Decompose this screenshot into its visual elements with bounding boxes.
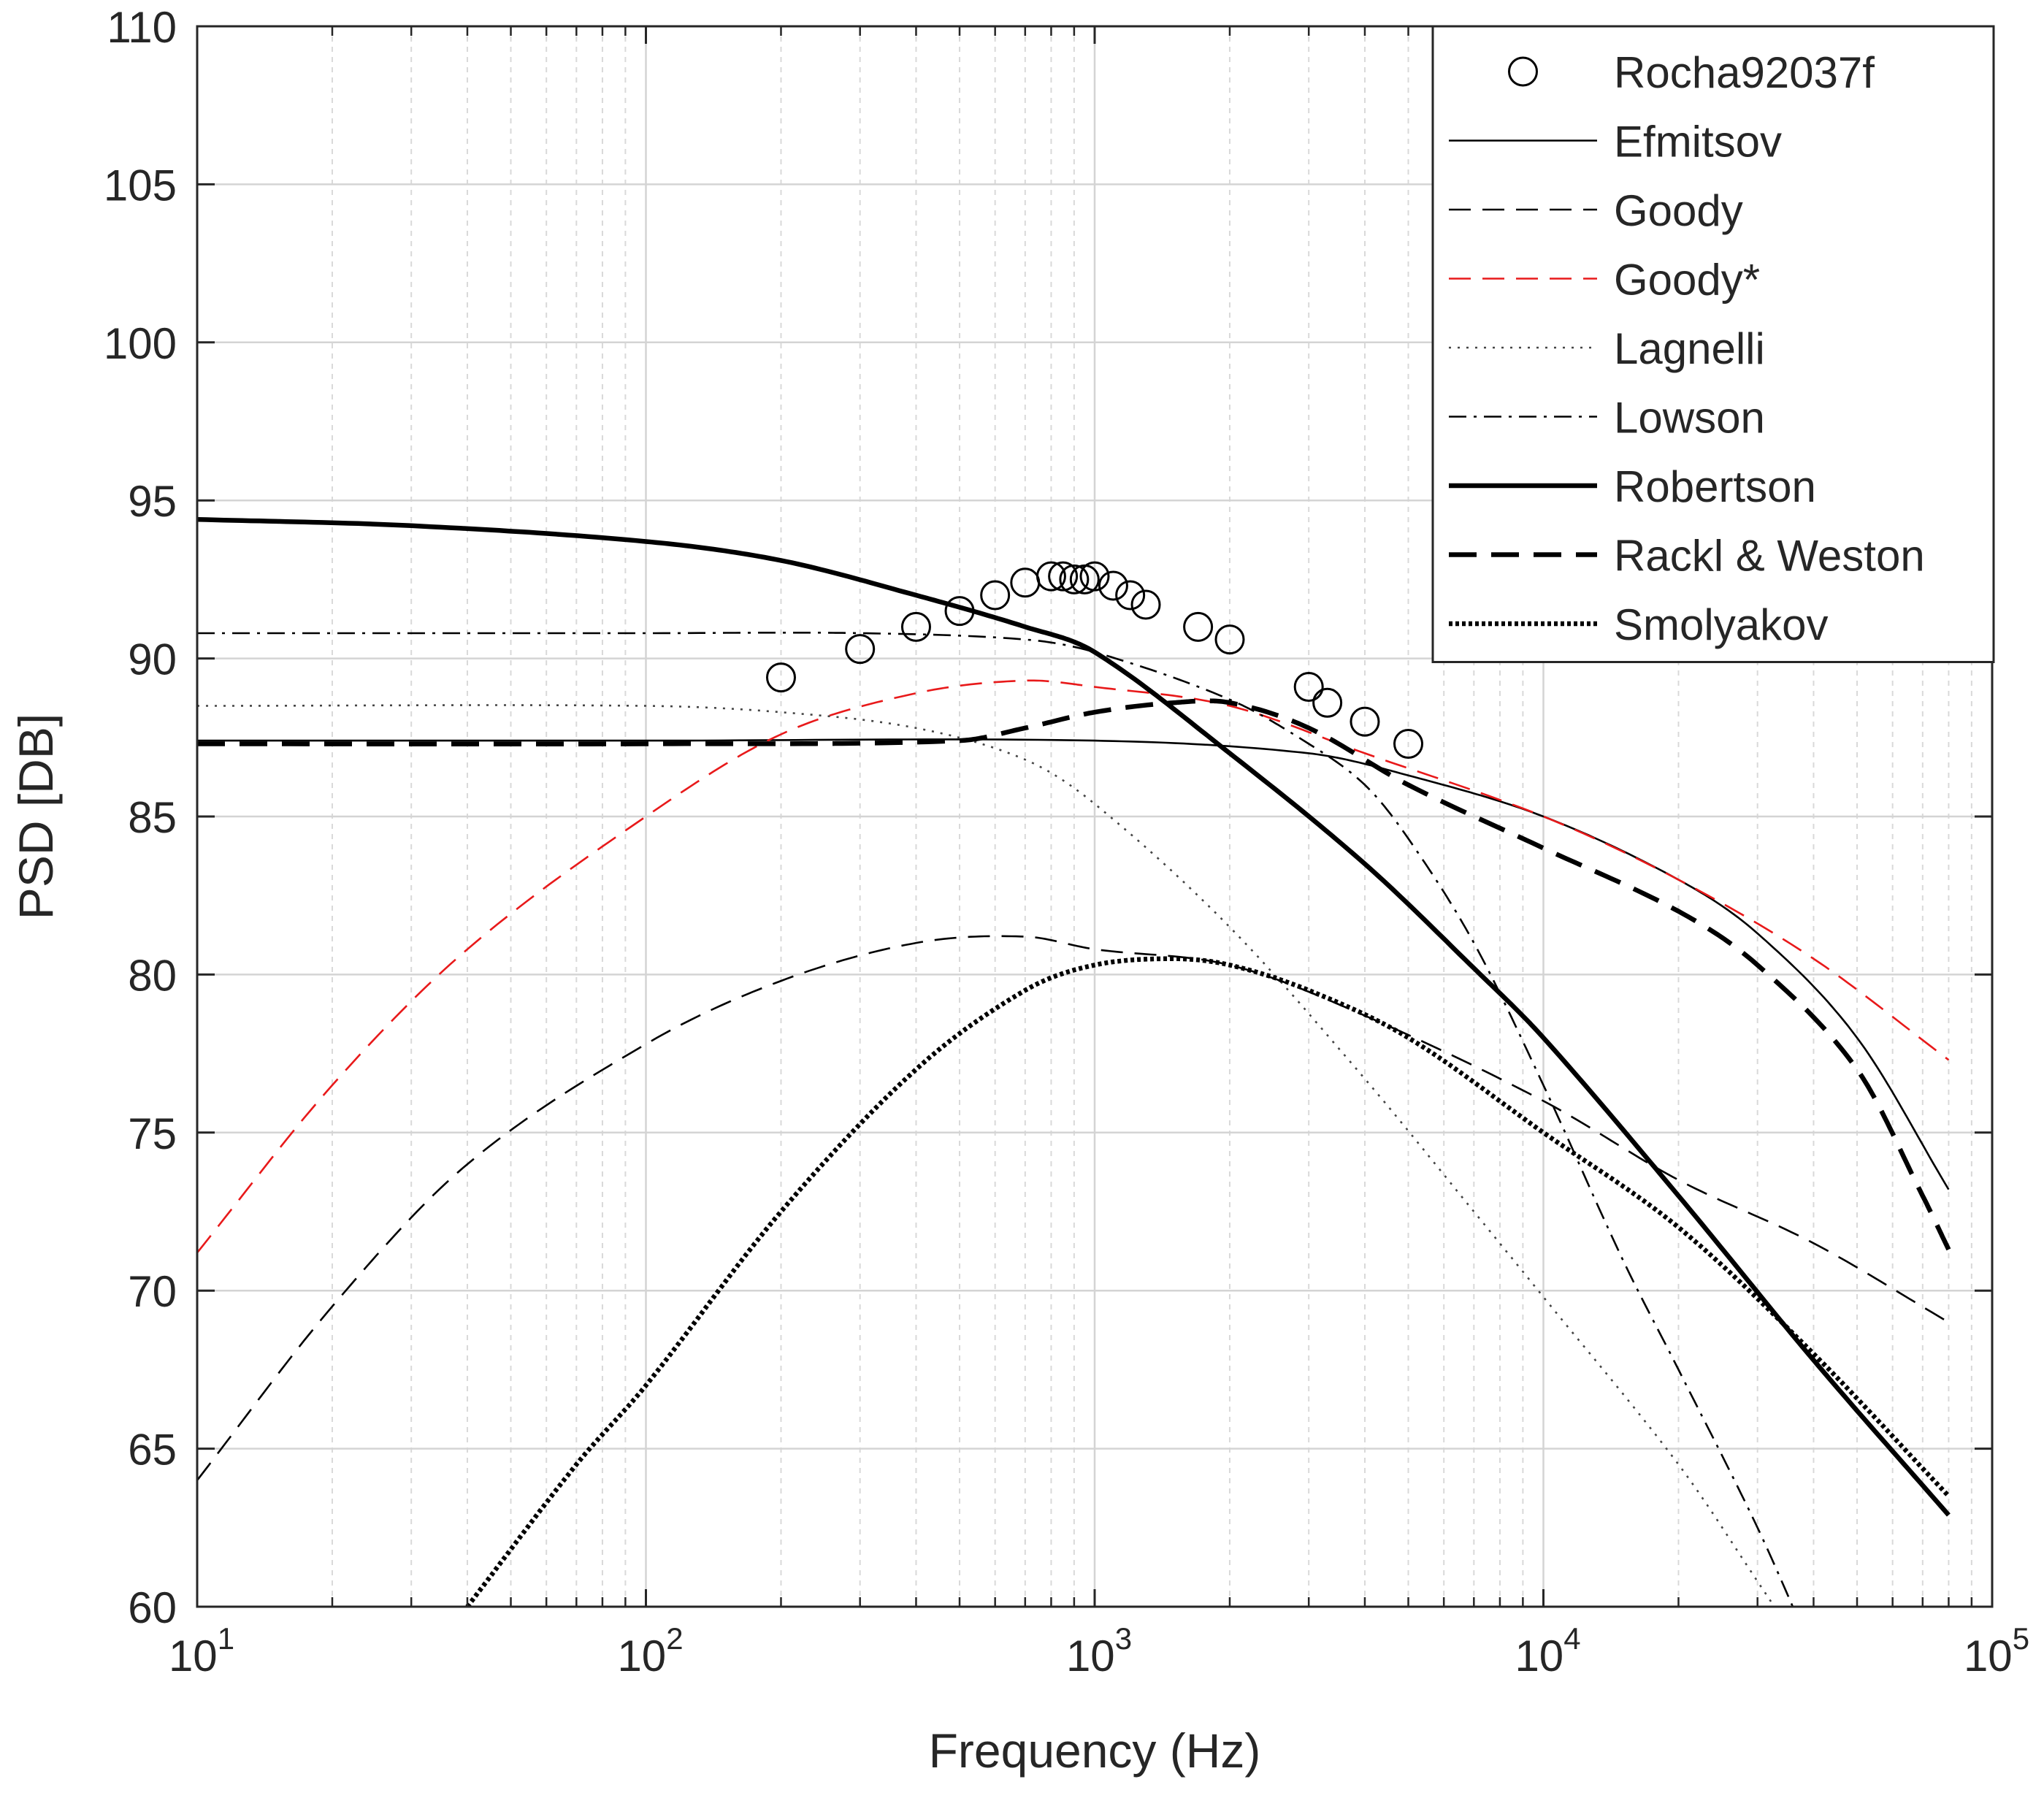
data-point-marker [845, 634, 876, 665]
data-point-marker [1059, 564, 1090, 594]
y-axis-label: PSD [DB] [9, 714, 63, 919]
data-point-marker [1293, 672, 1324, 703]
x-tick-base: 10 [1964, 1632, 2013, 1680]
data-point-marker [1393, 728, 1424, 759]
legend-label-smolyakov: Smolyakov [1614, 600, 1828, 649]
y-tick-label: 100 [104, 319, 177, 368]
series-line-lowson [197, 632, 1794, 1607]
x-tick-label: 105 [1964, 1621, 2029, 1680]
series-line-robertson [197, 516, 1951, 1517]
series-rocha92037f [765, 561, 1424, 759]
y-tick-label: 85 [128, 793, 177, 842]
legend-box [1431, 25, 1995, 663]
x-tick-base: 10 [617, 1632, 666, 1680]
y-tick-label: 105 [104, 161, 177, 210]
data-point-marker [1079, 561, 1110, 592]
data-point-marker [1036, 561, 1066, 592]
series-line-efmitsov [197, 738, 1950, 1190]
data-point-marker [980, 580, 1011, 611]
legend-label-goody: Goody* [1614, 256, 1760, 305]
series-line-lagnelli [197, 704, 1776, 1607]
series-line-rackl-weston [197, 698, 1951, 1251]
y-tick-label: 80 [128, 951, 177, 1000]
y-tick-labels: 60 65 70 75 80 85 90 95 100 105 110 [104, 3, 177, 1632]
legend: Rocha92037f Efmitsov Goody Goody* Lagnelli Lo… [1431, 25, 1995, 663]
data-point-marker [765, 662, 796, 693]
x-tick-exponent: 5 [2013, 1621, 2029, 1656]
y-tick-label: 65 [128, 1426, 177, 1475]
data-point-marker [1214, 624, 1245, 655]
x-tick-base: 10 [1515, 1632, 1563, 1680]
data-point-marker [1350, 706, 1380, 737]
legend-label-rackl-weston: Rackl & Weston [1614, 532, 1925, 581]
x-tick-label: 104 [1515, 1621, 1580, 1680]
data-point-marker [1115, 580, 1146, 611]
x-tick-labels: 101 102 103 104 105 [169, 1621, 2029, 1680]
y-tick-label: 60 [128, 1583, 177, 1632]
x-tick-exponent: 1 [218, 1621, 234, 1656]
y-tick-label: 95 [128, 477, 177, 526]
x-tick-label: 101 [169, 1621, 234, 1680]
series-layer [197, 516, 1951, 1607]
y-tick-label: 75 [128, 1109, 177, 1158]
legend-label-rocha92037f: Rocha92037f [1614, 48, 1875, 97]
x-tick-label: 103 [1066, 1621, 1132, 1680]
x-tick-exponent: 4 [1563, 1621, 1580, 1656]
x-tick-base: 10 [169, 1632, 218, 1680]
legend-label-lagnelli: Lagnelli [1614, 324, 1765, 373]
data-point-marker [1130, 589, 1161, 620]
data-point-marker [1183, 611, 1214, 642]
data-point-marker [1098, 570, 1128, 601]
data-point-marker [1048, 561, 1079, 592]
x-tick-base: 10 [1066, 1632, 1115, 1680]
legend-label-goody: Goody [1614, 186, 1743, 235]
data-point-marker [900, 611, 931, 642]
x-tick-label: 102 [617, 1621, 683, 1680]
series-line-goody [197, 935, 1950, 1481]
series-line-goody [197, 679, 1950, 1254]
series-line-smolyakov [465, 956, 1951, 1607]
legend-label-robertson: Robertson [1614, 462, 1816, 511]
y-tick-label: 70 [128, 1267, 177, 1316]
legend-label-lowson: Lowson [1614, 394, 1765, 443]
x-axis-label: Frequency (Hz) [929, 1724, 1261, 1778]
legend-label-efmitsov: Efmitsov [1614, 118, 1782, 167]
x-tick-exponent: 3 [1115, 1621, 1132, 1656]
y-tick-label: 90 [128, 635, 177, 684]
series-clip-group [197, 516, 1951, 1607]
data-point-marker [1312, 687, 1343, 718]
x-tick-exponent: 2 [666, 1621, 683, 1656]
legend-marker-rocha92037f [1508, 56, 1538, 87]
y-tick-label: 110 [107, 3, 177, 52]
